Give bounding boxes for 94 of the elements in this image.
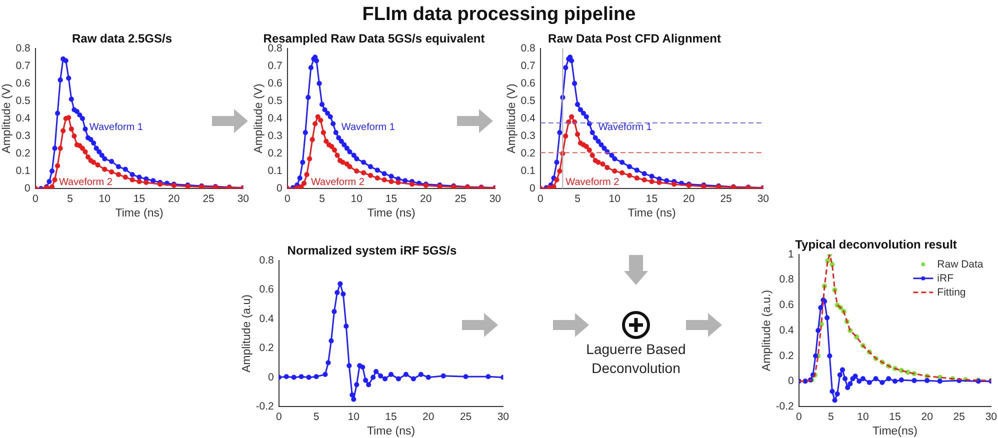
y-tick-label: 0 — [530, 182, 536, 194]
y-tick-label: 0.2 — [779, 350, 794, 362]
x-tick-label: 25 — [454, 192, 467, 205]
x-tick-label: 20 — [420, 192, 432, 205]
x-tick-label: 10 — [98, 192, 111, 205]
chart-title: Typical deconvolution result — [795, 238, 957, 252]
y-tick-label: 0.2 — [268, 147, 283, 160]
text: FLIm data processing pipeline — [361, 3, 637, 26]
y-axis-title: Amplitude (V) — [1, 84, 14, 154]
y-tick-label: 0 — [268, 371, 274, 384]
y-tick-label: 0.7 — [268, 60, 283, 72]
x-tick-label: 15 — [133, 192, 146, 205]
y-tick-label: 0.1 — [520, 164, 536, 177]
x-tick-label: 30 — [757, 192, 770, 205]
y-tick-label: 0.6 — [268, 77, 283, 90]
y-tick-label: 0.8 — [259, 254, 274, 266]
x-tick-label: 30 — [985, 410, 998, 423]
y-axis-title: Amplitude (V) — [506, 84, 518, 154]
x-tick-label: 25 — [953, 410, 966, 423]
y-tick-label: 0.1 — [16, 164, 31, 177]
y-tick-label: 0.5 — [16, 94, 31, 107]
y-tick-label: 0.5 — [268, 94, 283, 107]
series-label: Waveform 1 — [598, 122, 652, 134]
x-tick-label: 25 — [720, 192, 732, 205]
x-tick-label: 5 — [319, 192, 326, 205]
x-tick-label: 15 — [385, 410, 398, 423]
y-tick-label: 0.6 — [520, 77, 536, 90]
y-tick-label: 0.6 — [779, 299, 794, 312]
series-label: Waveform 2 — [58, 177, 113, 188]
text: Laguerre Based Deconvolution — [585, 340, 687, 378]
x-tick-label: 5 — [67, 192, 74, 205]
x-tick-label: 10 — [348, 410, 360, 423]
x-tick-label: 5 — [828, 410, 834, 423]
x-axis-title: Time (ns) — [367, 207, 416, 220]
y-tick-label: 0.8 — [779, 274, 794, 286]
x-tick-label: 20 — [422, 410, 434, 423]
y-tick-label: -0.2 — [256, 400, 274, 412]
series-label: Waveform 2 — [310, 177, 365, 188]
y-tick-label: 0.4 — [16, 112, 31, 124]
y-axis-title: Amplitude (a.u) — [241, 294, 254, 372]
y-tick-label: 0.4 — [268, 112, 283, 124]
legend-label: Raw Data — [937, 258, 984, 270]
y-tick-label: 0.6 — [16, 77, 31, 90]
x-tick-label: 30 — [489, 192, 502, 205]
y-tick-label: 0.2 — [16, 147, 31, 160]
chart-title: Raw data 2.5GS/s — [72, 32, 172, 46]
x-tick-label: 10 — [857, 410, 869, 423]
legend-label: Fitting — [937, 286, 966, 298]
x-tick-label: 15 — [646, 192, 658, 205]
x-tick-label: 30 — [497, 410, 510, 423]
x-axis-title: Time (ns) — [366, 425, 416, 438]
x-axis-title: Time(ns) — [872, 425, 918, 438]
y-tick-label: 0.7 — [16, 60, 31, 72]
y-tick-label: 0.4 — [779, 324, 794, 336]
x-tick-label: 15 — [889, 410, 902, 423]
y-tick-label: 0.4 — [259, 312, 274, 325]
y-tick-label: 0.4 — [520, 112, 536, 124]
y-tick-label: 0.8 — [520, 42, 536, 54]
x-tick-label: 5 — [574, 192, 581, 205]
y-tick-label: 0.2 — [259, 342, 274, 354]
x-tick-label: 10 — [608, 192, 621, 205]
x-axis-title: Time (ns) — [628, 207, 676, 220]
x-tick-label: 25 — [460, 410, 472, 423]
x-tick-label: 20 — [921, 410, 934, 423]
y-tick-label: 0.3 — [520, 130, 536, 142]
chart-title: Normalized system iRF 5GS/s — [287, 244, 458, 258]
y-tick-label: 0.1 — [268, 164, 283, 177]
y-tick-label: 0.3 — [16, 130, 31, 142]
y-tick-label: -0.2 — [776, 400, 794, 412]
y-tick-label: 0.6 — [259, 284, 274, 296]
x-tick-label: 20 — [683, 192, 695, 205]
x-axis-title: Time (ns) — [115, 207, 164, 220]
chart-title: Raw Data Post CFD Alignment — [548, 32, 721, 46]
y-tick-label: 0.5 — [520, 94, 536, 107]
series-label: Waveform 1 — [341, 122, 396, 134]
x-tick-label: 10 — [350, 192, 363, 205]
y-tick-label: 0 — [276, 182, 283, 194]
y-tick-label: 1 — [788, 248, 794, 260]
x-tick-label: 15 — [385, 192, 398, 205]
y-tick-label: 0 — [24, 182, 31, 194]
x-tick-label: 30 — [237, 192, 250, 205]
y-axis-title: Amplitude (a.u.) — [761, 290, 774, 372]
x-tick-label: 20 — [168, 192, 180, 205]
y-tick-label: 0.2 — [520, 147, 536, 160]
series-label: Waveform 2 — [566, 177, 620, 188]
legend-label: iRF — [937, 272, 954, 284]
y-tick-label: 0 — [788, 375, 794, 388]
y-tick-label: 0.3 — [268, 130, 283, 142]
y-axis-title: Amplitude (V) — [253, 84, 266, 154]
series-label: Waveform 1 — [89, 122, 144, 134]
x-tick-label: 25 — [202, 192, 215, 205]
x-tick-label: 5 — [313, 410, 320, 423]
y-tick-label: 0.8 — [16, 42, 31, 54]
y-tick-label: 0.7 — [520, 60, 536, 72]
